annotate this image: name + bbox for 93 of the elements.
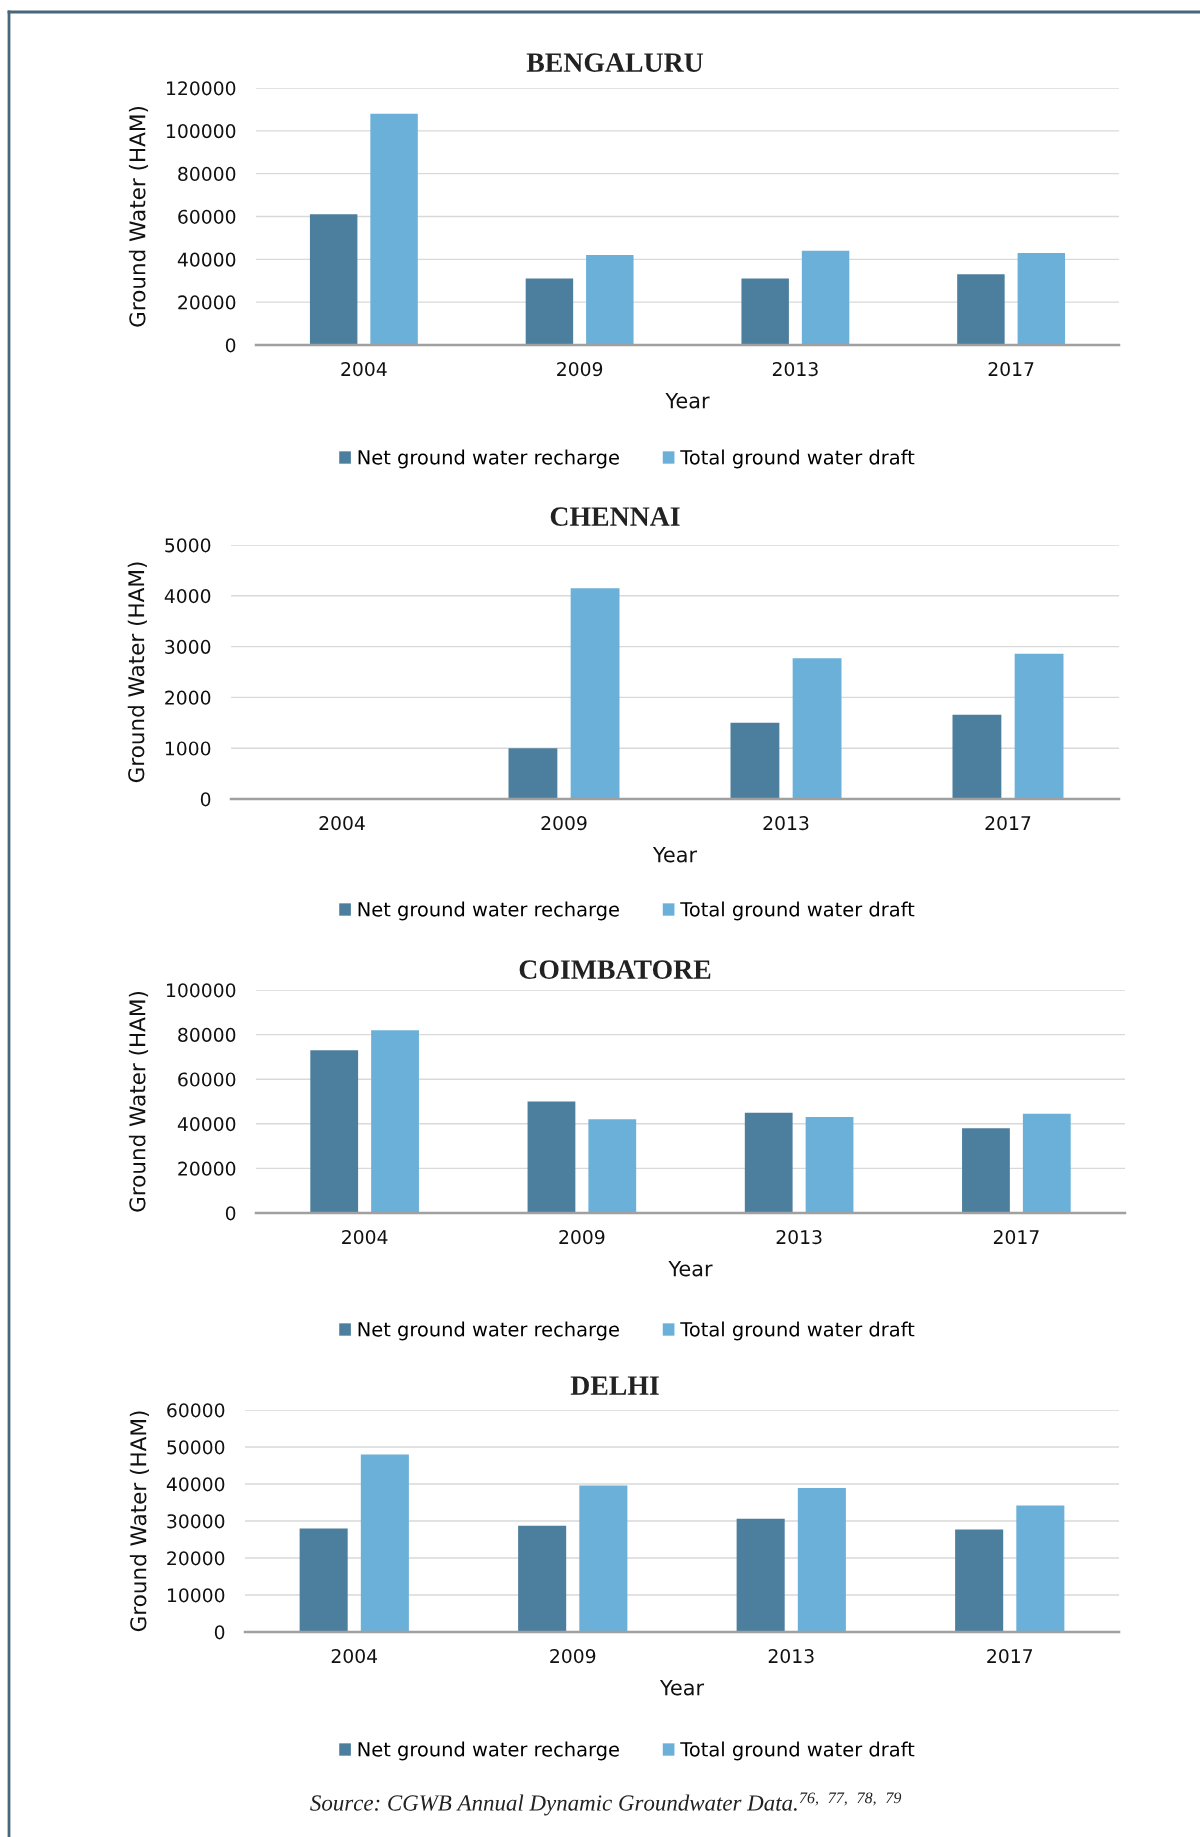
y-axis-title: Ground Water (HAM)	[129, 1411, 149, 1632]
y-tick-label: 60000	[178, 1072, 236, 1087]
y-tick-label: 20000	[167, 1551, 225, 1566]
y-tick-label: 20000	[178, 1161, 236, 1176]
y-tick-label: 1000	[165, 741, 211, 756]
bar	[579, 1485, 628, 1632]
y-tick-label: 20000	[178, 295, 236, 310]
bar	[801, 250, 850, 345]
chart-title: CHENNAI	[550, 507, 680, 526]
y-tick-label: 80000	[178, 166, 236, 182]
y-tick-label: 5000	[165, 538, 211, 553]
bar	[570, 588, 620, 799]
legend-label: Net ground water recharge	[358, 1321, 619, 1341]
bar	[957, 274, 1005, 345]
y-tick-label: 80000	[178, 1027, 236, 1042]
y-axis-title: Ground Water (HAM)	[128, 106, 149, 327]
bar	[952, 714, 1002, 799]
y-tick-label: 100000	[167, 983, 236, 998]
bar	[371, 1030, 419, 1213]
y-tick-label: 30000	[167, 1514, 225, 1529]
bar	[805, 1117, 854, 1213]
bar	[962, 1128, 1010, 1213]
y-tick-label: 10000	[167, 1588, 225, 1603]
x-axis-title: Year	[652, 846, 698, 863]
y-tick-label: 2000	[165, 690, 211, 705]
x-tick-label: 2004	[342, 1230, 388, 1245]
x-tick-label: 2017	[993, 1230, 1039, 1245]
bar	[792, 658, 842, 799]
x-tick-label: 2017	[988, 362, 1034, 377]
bar	[797, 1488, 846, 1632]
legend-label: Total ground water draft	[680, 449, 915, 469]
x-tick-label: 2017	[985, 816, 1031, 831]
y-tick-label: 40000	[166, 1477, 225, 1492]
x-axis-title: Year	[668, 1260, 713, 1277]
legend-label: Net ground water recharge	[358, 449, 619, 469]
y-tick-label: 40000	[177, 252, 236, 267]
y-tick-label: 60000	[167, 1403, 225, 1418]
y-tick-label: 60000	[178, 209, 236, 224]
x-tick-label: 2004	[319, 816, 365, 831]
bar	[370, 113, 418, 345]
chart-title: BENGALURU	[526, 53, 704, 72]
y-tick-label: 100000	[167, 124, 236, 139]
chart-title: DELHI	[570, 1376, 659, 1395]
x-tick-label: 2013	[763, 816, 809, 831]
x-tick-label: 2013	[776, 1230, 822, 1245]
bar	[299, 1528, 348, 1632]
y-tick-label: 50000	[167, 1440, 225, 1455]
y-tick-label: 120000	[167, 81, 236, 96]
y-tick-label: 0	[200, 792, 211, 807]
source-note: Source: CGWB Annual Dynamic Groundwater Data.$^{76, 77, 78, 79}$	[310, 1792, 902, 1816]
x-tick-label: 2017	[987, 1649, 1033, 1664]
bar	[744, 1112, 793, 1213]
bar	[955, 1529, 1004, 1632]
bar	[525, 278, 574, 345]
bar	[730, 722, 780, 799]
bar	[1022, 1113, 1071, 1213]
x-tick-label: 2009	[557, 362, 603, 377]
y-tick-label: 3000	[165, 639, 211, 654]
bar	[1017, 252, 1066, 345]
y-tick-label: 0	[225, 1206, 236, 1221]
bar	[508, 748, 558, 799]
x-tick-label: 2013	[768, 1649, 814, 1664]
y-tick-label: 4000	[164, 589, 211, 604]
bar	[736, 1518, 785, 1632]
x-tick-label: 2009	[541, 816, 587, 831]
x-tick-label: 2004	[331, 1649, 378, 1664]
x-axis-title: Year	[665, 392, 710, 409]
bar	[527, 1101, 576, 1213]
x-tick-label: 2009	[559, 1230, 605, 1245]
x-tick-label: 2013	[772, 362, 818, 377]
bar	[1016, 1505, 1065, 1632]
x-tick-label: 2004	[341, 362, 387, 377]
y-axis-title: Ground Water (HAM)	[128, 991, 149, 1212]
x-axis-title: Year	[659, 1679, 705, 1696]
legend-label: Total ground water draft	[680, 1321, 915, 1341]
y-tick-label: 0	[214, 1625, 225, 1640]
y-tick-label: 40000	[177, 1117, 236, 1132]
bar	[360, 1454, 409, 1632]
bar	[518, 1525, 567, 1632]
bar	[586, 255, 634, 345]
legend-label: Net ground water recharge	[358, 1741, 619, 1761]
legend-label: Net ground water recharge	[358, 901, 619, 921]
bar	[588, 1119, 637, 1213]
bar	[309, 214, 358, 345]
chart-title: COIMBATORE	[519, 960, 711, 979]
bar	[310, 1050, 359, 1213]
legend-label: Total ground water draft	[680, 1741, 915, 1761]
legend-label: Total ground water draft	[680, 901, 915, 921]
x-tick-label: 2009	[550, 1649, 596, 1664]
bar	[741, 278, 789, 345]
y-axis-title: Ground Water (HAM)	[127, 562, 147, 783]
y-tick-label: 0	[225, 338, 236, 353]
bar	[1014, 653, 1064, 799]
